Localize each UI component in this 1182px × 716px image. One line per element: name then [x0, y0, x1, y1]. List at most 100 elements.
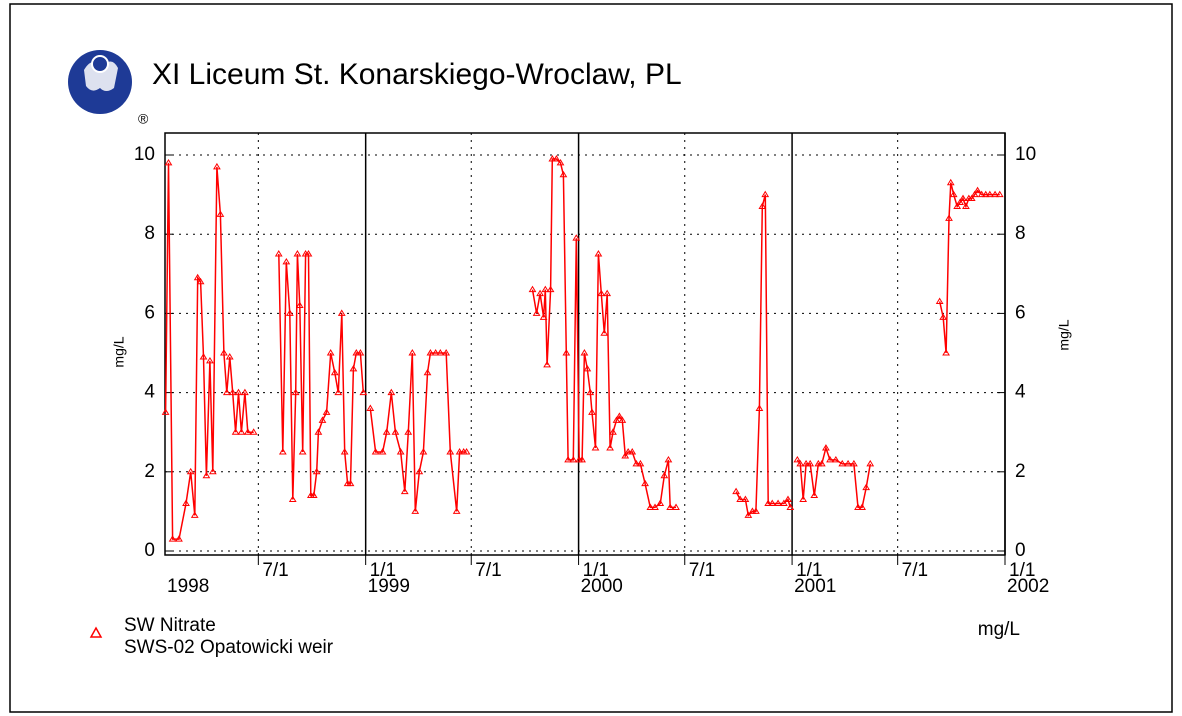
point-marker [446, 448, 455, 455]
y-tick-label: 0 [144, 540, 155, 561]
logo [68, 50, 132, 114]
point-marker [755, 404, 764, 411]
point-marker [817, 459, 826, 467]
y2-tick-label: 0 [1015, 540, 1026, 561]
point-marker [838, 459, 847, 467]
point-marker [806, 459, 815, 467]
point-marker [234, 388, 243, 396]
point-marker [977, 190, 986, 198]
point-marker [656, 499, 665, 506]
legend-marker [89, 626, 103, 638]
point-marker [959, 194, 967, 202]
point-marker [548, 154, 557, 162]
point-marker [597, 289, 606, 297]
y2-tick-label: 2 [1015, 461, 1026, 482]
point-marker [288, 495, 297, 503]
point-marker [784, 495, 792, 503]
point-marker [615, 412, 624, 419]
point-marker [396, 448, 405, 455]
point-marker [564, 455, 572, 463]
point-marker [326, 349, 335, 356]
y-axis-label: mg/L [111, 336, 127, 367]
point-marker [175, 535, 183, 542]
y2-tick-label: 10 [1015, 144, 1036, 165]
point-marker [312, 467, 321, 475]
point-marker [318, 416, 327, 423]
point-marker [298, 448, 307, 455]
point-marker [378, 448, 387, 455]
point-marker [293, 250, 302, 257]
x-tick-label: 7/1 [902, 560, 928, 581]
point-marker [621, 451, 630, 459]
point-marker [758, 202, 767, 209]
point-marker [352, 349, 361, 356]
point-marker [415, 467, 424, 475]
legend-label: SW Nitrate [124, 615, 216, 636]
series-line [164, 158, 1000, 540]
point-marker [359, 388, 368, 396]
y-tick-label: 6 [144, 302, 155, 323]
point-marker [536, 289, 544, 297]
point-marker [208, 467, 217, 475]
point-marker [216, 210, 225, 217]
point-marker [206, 356, 214, 364]
point-marker [641, 479, 649, 487]
point-marker [411, 507, 420, 514]
point-marker [946, 178, 955, 186]
point-marker [609, 428, 617, 435]
point-marker [862, 483, 871, 491]
point-marker [666, 503, 675, 510]
point-marker [850, 459, 858, 467]
point-marker [552, 154, 561, 162]
point-marker [628, 448, 637, 455]
x-year-label: 1999 [368, 576, 410, 597]
point-marker [462, 448, 471, 455]
x-tick-label: 1/1 [796, 560, 822, 581]
point-marker [956, 198, 964, 206]
point-marker [580, 349, 589, 356]
point-marker [636, 459, 645, 467]
y-tick-label: 8 [144, 223, 155, 244]
point-marker [646, 503, 655, 510]
point-marker [935, 297, 944, 305]
point-marker [606, 444, 614, 451]
point-marker [796, 459, 805, 467]
point-marker [802, 459, 810, 467]
point-marker [981, 190, 990, 198]
point-marker [241, 388, 249, 396]
point-marker [193, 273, 202, 281]
point-marker [761, 190, 770, 198]
point-marker [285, 309, 294, 316]
point-marker [991, 190, 999, 198]
point-marker [404, 428, 413, 435]
point-marker [741, 495, 750, 503]
point-marker [314, 428, 323, 435]
point-marker [660, 471, 669, 479]
point-marker [455, 448, 464, 455]
point-marker [423, 368, 432, 376]
y-tick-label: 10 [134, 144, 155, 165]
x-year-label: 2000 [581, 576, 623, 597]
point-marker [164, 158, 173, 166]
point-marker [583, 364, 592, 372]
point-marker [182, 499, 190, 506]
point-marker [793, 455, 802, 463]
frame [9, 3, 1173, 713]
point-marker [426, 349, 435, 356]
point-marker [822, 444, 830, 451]
legend-station: SWS-02 Opatowicki weir [124, 637, 334, 658]
point-marker [528, 285, 537, 293]
point-marker [624, 448, 633, 455]
point-marker [366, 404, 375, 411]
y2-axis-label: mg/L [1056, 319, 1072, 350]
point-marker [967, 194, 976, 202]
point-marker [213, 162, 221, 170]
point-marker [618, 416, 627, 423]
point-marker [228, 388, 237, 396]
point-marker [190, 511, 199, 518]
point-marker [231, 428, 240, 435]
point-marker [844, 459, 852, 467]
point-marker [546, 285, 555, 293]
point-marker [732, 487, 740, 495]
point-marker [949, 190, 958, 198]
